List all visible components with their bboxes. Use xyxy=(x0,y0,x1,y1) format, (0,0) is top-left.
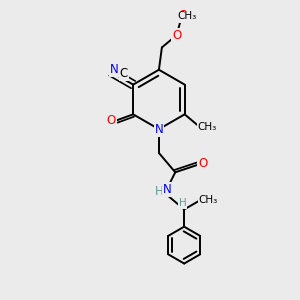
Text: O: O xyxy=(107,114,116,127)
Text: N: N xyxy=(154,123,163,136)
Text: O: O xyxy=(178,9,188,22)
Text: C: C xyxy=(120,67,128,80)
Text: CH₃: CH₃ xyxy=(197,122,217,132)
Text: O: O xyxy=(172,28,181,41)
Text: N: N xyxy=(163,183,172,196)
Text: CH₃: CH₃ xyxy=(177,11,196,21)
Text: O: O xyxy=(172,28,181,41)
Text: H: H xyxy=(179,199,187,208)
Text: CH₃: CH₃ xyxy=(199,195,218,205)
Text: O: O xyxy=(198,157,208,170)
Text: H: H xyxy=(155,185,164,198)
Text: N: N xyxy=(110,63,118,76)
